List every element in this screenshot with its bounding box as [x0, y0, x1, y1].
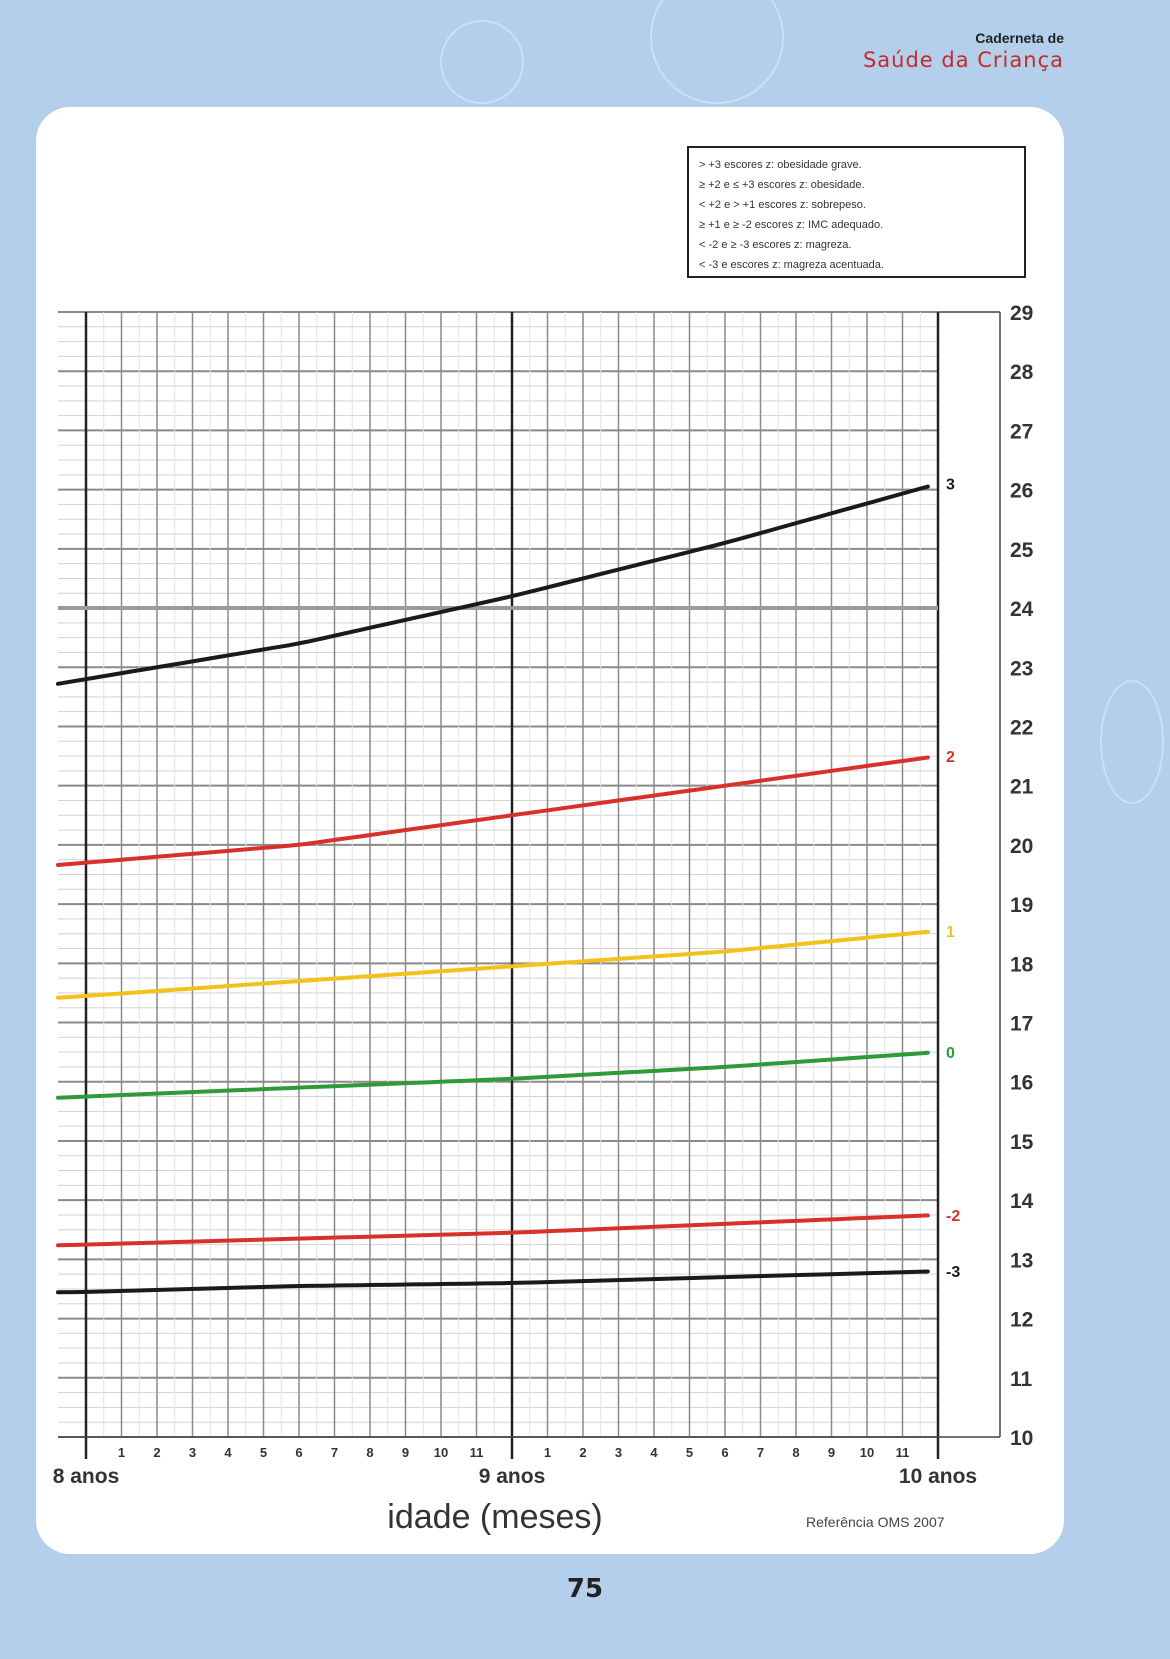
y-tick-label: 20: [1010, 835, 1033, 858]
y-tick-label: 24: [1010, 598, 1034, 621]
series-label: -3: [946, 1264, 960, 1281]
series-line-z3: [56, 484, 930, 686]
x-month-tick-label: 7: [757, 1445, 764, 1460]
reference-note: Referência OMS 2007: [806, 1514, 945, 1530]
y-tick-label: 23: [1010, 657, 1033, 680]
x-month-tick-label: 4: [650, 1445, 658, 1460]
x-month-tick-label: 5: [686, 1445, 693, 1460]
x-month-tick-label: 9: [402, 1445, 409, 1460]
x-month-tick-label: 10: [434, 1445, 448, 1460]
y-tick-label: 29: [1010, 302, 1033, 325]
x-month-tick-label: 11: [470, 1445, 484, 1460]
x-month-tick-label: 9: [828, 1445, 835, 1460]
y-tick-label: 12: [1010, 1309, 1033, 1332]
series-line-z1: [56, 929, 930, 1000]
y-tick-label: 21: [1010, 776, 1034, 799]
x-year-label: 10 anos: [899, 1465, 977, 1488]
x-year-label: 8 anos: [53, 1465, 120, 1488]
y-tick-label: 11: [1010, 1368, 1033, 1391]
x-month-tick-label: 8: [366, 1445, 373, 1460]
y-tick-label: 28: [1010, 361, 1034, 384]
y-tick-label: 10: [1010, 1427, 1033, 1450]
ball-outline-decoration: [1100, 680, 1164, 804]
legend-line: ≥ +2 e ≤ +3 escores z: obesidade.: [699, 179, 865, 191]
x-month-tick-label: 8: [792, 1445, 799, 1460]
series-line-z-3: [56, 1269, 930, 1295]
ball-outline-decoration: [440, 20, 524, 104]
x-month-tick-label: 11: [896, 1445, 910, 1460]
y-tick-label: 22: [1010, 716, 1033, 739]
y-tick-label: 16: [1010, 1072, 1033, 1095]
legend-line: < -3 e escores z: magreza acentuada.: [699, 259, 884, 271]
legend-box: > +3 escores z: obesidade grave. ≥ +2 e …: [687, 146, 1026, 278]
y-tick-label: 27: [1010, 420, 1033, 443]
legend-line: > +3 escores z: obesidade grave.: [699, 159, 862, 171]
page-number: 75: [566, 1574, 604, 1604]
series-label: 3: [946, 477, 955, 494]
x-month-tick-label: 6: [295, 1445, 302, 1460]
series-label: 1: [946, 924, 955, 941]
x-month-tick-label: 4: [224, 1445, 232, 1460]
y-tick-label: 15: [1010, 1131, 1034, 1154]
x-month-tick-label: 7: [331, 1445, 338, 1460]
y-tick-label: 26: [1010, 480, 1033, 503]
x-month-tick-label: 5: [260, 1445, 267, 1460]
y-tick-label: 25: [1010, 539, 1034, 562]
brand-title: Saúde da Criança: [862, 48, 1064, 72]
brand-header: Caderneta de Saúde da Criança: [863, 30, 1064, 72]
series-line-z-2: [56, 1213, 930, 1248]
x-month-tick-label: 2: [153, 1445, 160, 1460]
legend-line: ≥ +1 e ≥ -2 escores z: IMC adequado.: [699, 219, 884, 231]
x-year-label: 9 anos: [479, 1465, 546, 1488]
series-label: 2: [946, 749, 955, 766]
series-line-z0: [56, 1050, 930, 1100]
y-tick-label: 14: [1010, 1190, 1034, 1213]
series-label: -2: [946, 1208, 960, 1225]
y-tick-label: 18: [1010, 953, 1034, 976]
legend-line: < -2 e ≥ -3 escores z: magreza.: [699, 239, 852, 251]
x-axis-title: idade (meses): [387, 1498, 603, 1536]
series-label: 0: [946, 1045, 955, 1062]
x-month-tick-label: 1: [118, 1445, 125, 1460]
x-month-tick-label: 6: [721, 1445, 728, 1460]
x-month-tick-label: 1: [544, 1445, 551, 1460]
y-tick-label: 17: [1010, 1013, 1033, 1036]
legend-line: < +2 e > +1 escores z: sobrepeso.: [699, 199, 866, 211]
y-tick-label: 13: [1010, 1249, 1033, 1272]
y-tick-label: 19: [1010, 894, 1033, 917]
x-month-tick-label: 2: [579, 1445, 586, 1460]
x-month-tick-label: 3: [189, 1445, 196, 1460]
x-month-tick-label: 10: [860, 1445, 874, 1460]
brand-top-text: Caderneta de: [975, 30, 1064, 46]
series-line-z2: [56, 755, 930, 867]
x-month-tick-label: 3: [615, 1445, 622, 1460]
